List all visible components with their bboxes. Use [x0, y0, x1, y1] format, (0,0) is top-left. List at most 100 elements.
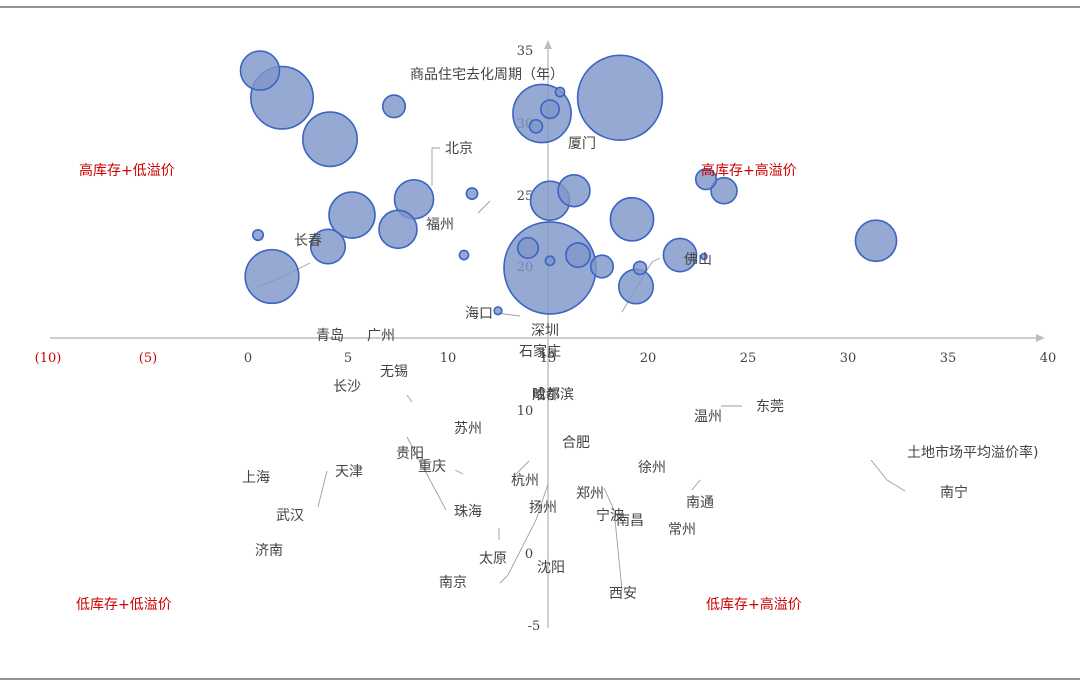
city-label: 海口	[465, 306, 493, 322]
leader-line	[406, 436, 447, 511]
bubble	[328, 191, 376, 239]
city-label: 济南	[255, 543, 283, 559]
city-label: 天津	[335, 464, 363, 480]
bubble	[694, 168, 718, 191]
city-label: 沈阳	[537, 560, 565, 576]
bubble	[617, 268, 655, 305]
city-label: 宁波	[596, 507, 624, 524]
city-label: 哈尔滨	[532, 387, 574, 403]
bubble	[609, 196, 655, 242]
city-label: 合肥	[562, 435, 590, 451]
city-label: 南昌	[616, 513, 644, 529]
bubble	[503, 221, 597, 315]
bubble	[700, 252, 708, 261]
city-label: 深圳	[531, 323, 559, 339]
bubble	[251, 228, 265, 242]
x-axis-arrow	[1036, 334, 1045, 342]
bubble	[301, 111, 359, 168]
x-tick-label: 40	[1040, 351, 1057, 366]
bubble	[662, 237, 698, 273]
bubble	[244, 248, 300, 305]
x-tick-label: 25	[740, 351, 757, 366]
city-label: 长沙	[333, 379, 361, 395]
y-axis-arrow	[544, 40, 552, 49]
bubble	[589, 254, 615, 279]
city-label: 南通	[686, 495, 714, 511]
x-tick-label: 20	[640, 351, 657, 366]
city-label: 太原	[479, 551, 507, 567]
city-label: 重庆	[418, 459, 446, 475]
y-tick-label: 25	[517, 189, 534, 204]
city-label: 广州	[367, 328, 395, 344]
x-tick-label: 15	[540, 351, 557, 366]
leader-line	[454, 469, 464, 475]
bubble	[539, 99, 560, 120]
x-tick-label: 10	[440, 351, 457, 366]
bubble	[632, 260, 648, 276]
city-label: 苏州	[454, 421, 482, 437]
city-label: 温州	[694, 409, 722, 425]
y-tick-label: -5	[528, 619, 541, 634]
x-tick-label: 30	[840, 351, 857, 366]
quadrant-label-bottom-right: 低库存+高溢价	[706, 596, 802, 613]
y-tick-label: 0	[525, 547, 533, 562]
bubble	[557, 173, 591, 208]
y-tick-label: 35	[517, 44, 534, 59]
city-label: 石家庄	[519, 343, 561, 360]
city-label: 西安	[609, 586, 637, 602]
leader-line	[691, 479, 701, 491]
city-label: 郑州	[576, 486, 604, 502]
x-tick-label: (5)	[139, 351, 157, 366]
city-label: 成都	[532, 387, 560, 403]
bubble	[516, 236, 540, 259]
city-label: 土地市场平均溢价率)	[907, 444, 1038, 461]
leader-line	[477, 200, 491, 214]
city-label: 扬州	[529, 500, 557, 516]
city-label: 南宁	[940, 484, 968, 501]
bubble	[528, 119, 544, 134]
y-axis-title: 商品住宅去化周期（年）	[410, 67, 564, 83]
x-tick-label: 0	[244, 351, 252, 366]
city-label: 长春	[294, 233, 322, 249]
bubble	[710, 176, 738, 205]
bubble	[381, 94, 407, 119]
bubble	[458, 249, 470, 261]
leader-line	[431, 147, 440, 186]
y-tick-label: 15	[539, 347, 556, 362]
leader-line	[406, 394, 413, 403]
city-label: 北京	[445, 141, 473, 157]
city-label: 徐州	[638, 460, 666, 476]
city-label: 珠海	[454, 504, 482, 520]
bubbles	[239, 50, 898, 316]
leader-line	[499, 483, 549, 584]
x-tick-label: (10)	[35, 351, 62, 366]
x-tick-label: 5	[344, 351, 352, 366]
city-label: 福州	[426, 217, 454, 233]
city-label: 青岛	[316, 328, 344, 344]
city-label: 贵阳	[396, 446, 424, 462]
leader-line	[870, 459, 906, 492]
city-label: 佛山	[684, 252, 712, 268]
bubble	[544, 255, 556, 267]
city-label: 常州	[668, 522, 696, 538]
city-label: 东莞	[756, 399, 784, 415]
leader-line	[603, 487, 623, 591]
leader-line	[317, 470, 328, 508]
leader-lines	[257, 147, 906, 591]
quadrant-label-top-right: 高库存+高溢价	[701, 162, 797, 179]
city-label: 无锡	[380, 364, 408, 380]
y-tick-label: 10	[517, 404, 534, 419]
city-label: 厦门	[568, 136, 596, 152]
city-label: 南京	[439, 575, 467, 591]
city-label: 武汉	[276, 508, 304, 524]
bubble	[576, 54, 664, 141]
bubble	[378, 209, 418, 250]
quadrant-label-bottom-left: 低库存+低溢价	[76, 597, 172, 613]
bubble	[565, 242, 591, 269]
bubble	[493, 306, 503, 316]
bubble	[465, 187, 479, 201]
city-label: 杭州	[511, 473, 539, 489]
bubble	[239, 50, 281, 91]
